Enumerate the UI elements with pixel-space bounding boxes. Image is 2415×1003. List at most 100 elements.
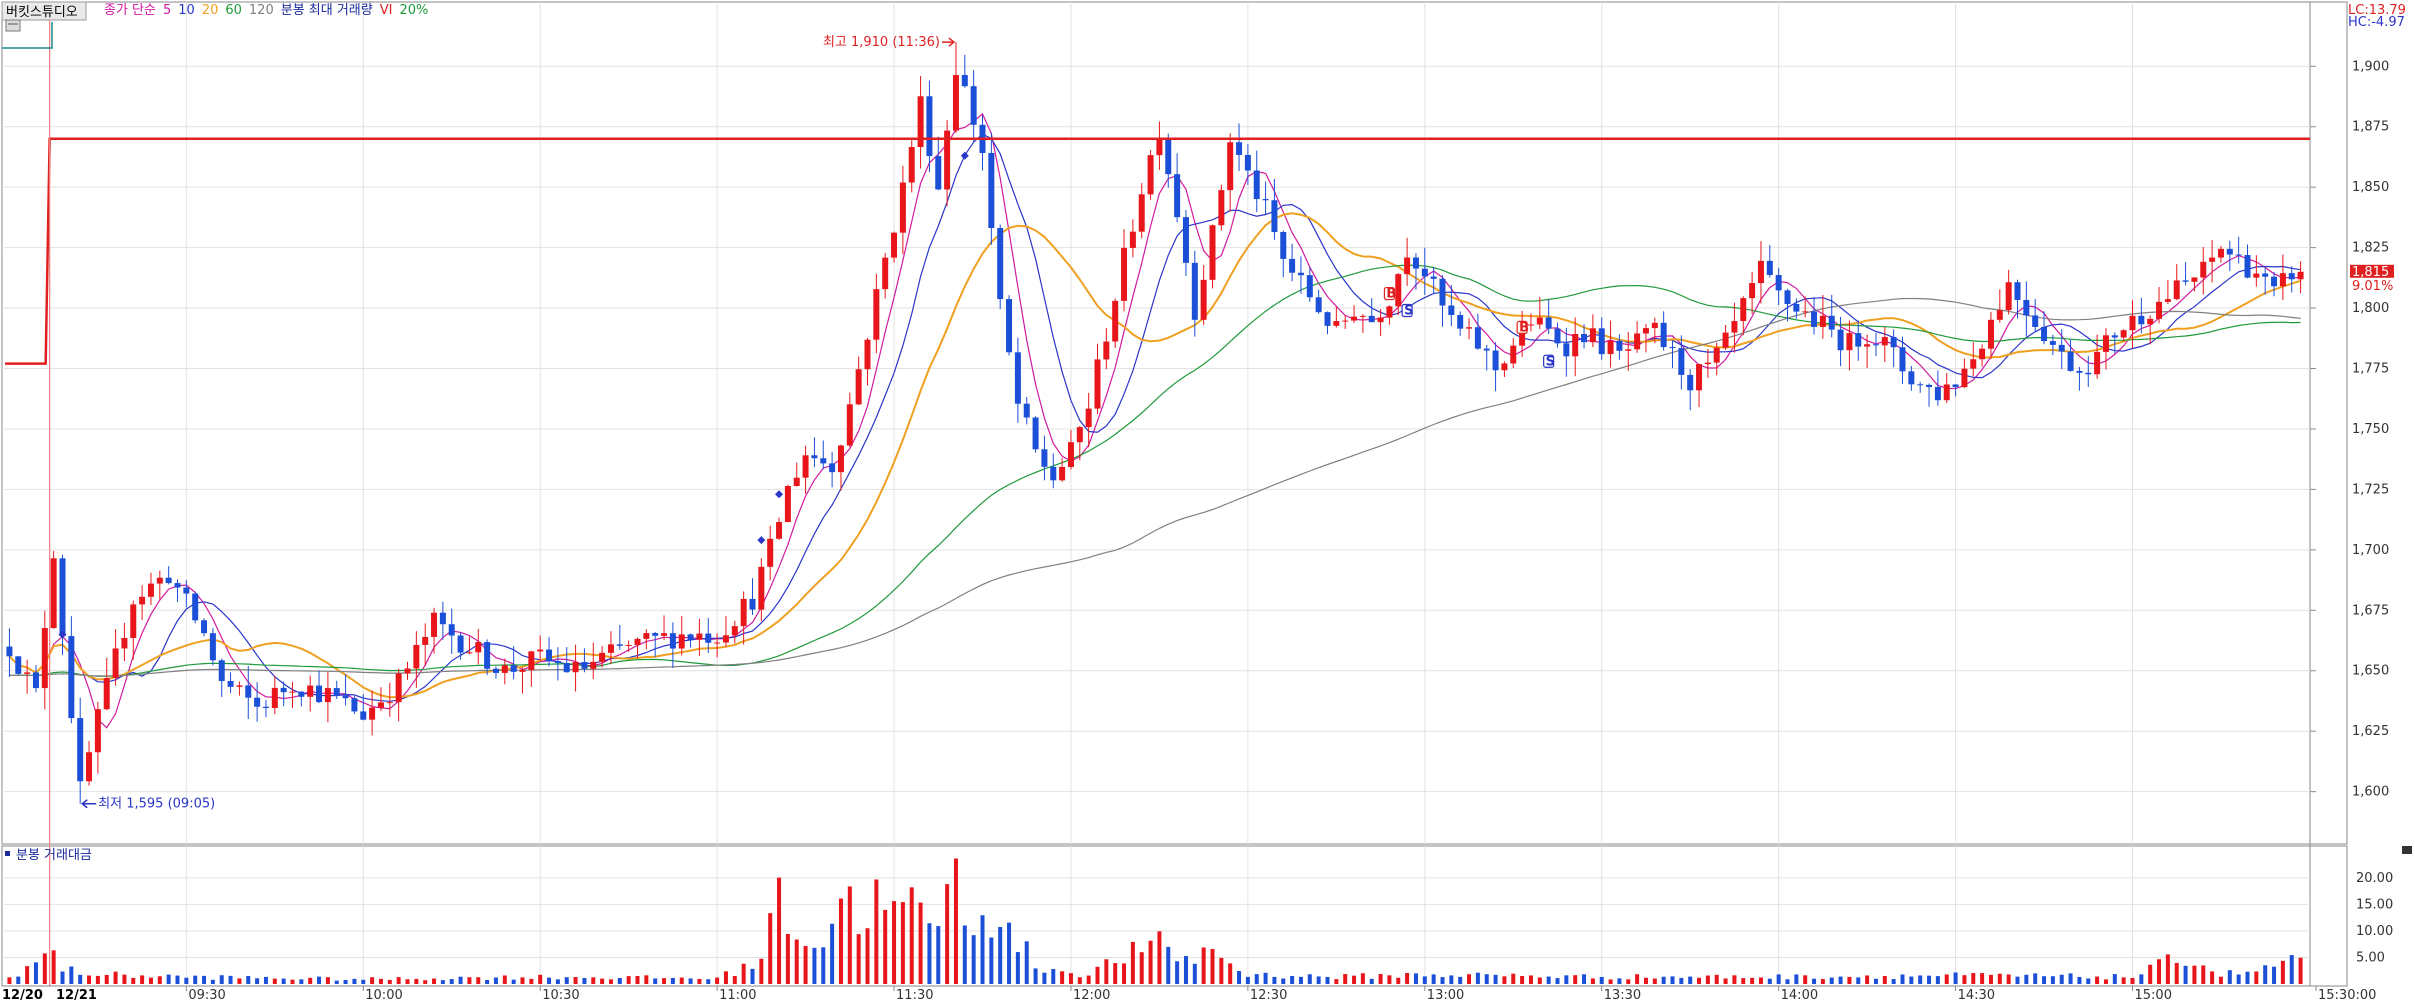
- candle-down: [298, 691, 305, 697]
- candle-up: [855, 369, 862, 405]
- volume-bar: [847, 886, 852, 984]
- time-tick-label: 12:00: [1073, 988, 1110, 1003]
- volume-bar: [1732, 975, 1737, 984]
- candle-down: [2058, 344, 2065, 352]
- candle-down: [174, 583, 181, 588]
- price-tick-label: 1,625: [2352, 724, 2389, 739]
- volume-bar: [1077, 977, 1082, 984]
- volume-pane-bullet: [5, 851, 10, 856]
- volume-bar: [476, 977, 481, 984]
- volume-bar: [1431, 974, 1436, 984]
- candle-down: [2235, 254, 2242, 256]
- candle-down: [77, 718, 84, 782]
- time-axis: 12/20 12/21 09:30 10:00 10:30 11:00 11:30 12:00…: [2, 985, 2376, 1003]
- candle-up: [1112, 300, 1119, 342]
- volume-bar: [449, 979, 454, 984]
- candle-up: [767, 538, 774, 567]
- volume-bar: [2077, 976, 2082, 984]
- volume-bar: [1528, 975, 1533, 984]
- volume-bar: [794, 939, 799, 984]
- candle-down: [6, 646, 13, 657]
- candle-down: [1315, 297, 1322, 313]
- volume-bar: [113, 971, 118, 984]
- legend-item: 120: [249, 3, 274, 18]
- volume-bar: [1210, 949, 1215, 984]
- volume-bar: [830, 923, 835, 984]
- candle-up: [1085, 408, 1092, 428]
- candle-down: [1368, 315, 1375, 323]
- session-low-arrow: [80, 799, 97, 809]
- candle-up: [1377, 317, 1384, 323]
- candle-up: [952, 75, 959, 131]
- volume-bars: [7, 858, 2303, 984]
- volume-bar: [1033, 968, 1038, 984]
- volume-bar: [87, 975, 92, 984]
- volume-bar: [715, 977, 720, 984]
- candle-up: [1147, 155, 1154, 195]
- volume-bar: [1449, 975, 1454, 984]
- candle-up: [1572, 333, 1579, 357]
- candle-up: [1404, 257, 1411, 275]
- candle-up: [1987, 319, 1994, 349]
- candle-down: [1952, 384, 1959, 388]
- candle-down: [227, 681, 234, 687]
- candle-down: [1421, 268, 1428, 277]
- candle-down: [1616, 340, 1623, 351]
- candle-down: [652, 633, 659, 636]
- candle-up: [802, 455, 809, 478]
- volume-bar: [1352, 975, 1357, 984]
- candle-down: [492, 668, 499, 673]
- candle-up: [121, 637, 128, 649]
- candle-down: [1917, 384, 1924, 386]
- volume-bar: [1219, 957, 1224, 984]
- chart-menu-icon[interactable]: [5, 19, 21, 32]
- candle-up: [1740, 298, 1747, 322]
- volume-bar: [1192, 963, 1197, 984]
- volume-bar: [856, 934, 861, 984]
- candle-up: [1757, 260, 1764, 284]
- volume-bar: [414, 978, 419, 984]
- volume-bar: [1988, 974, 1993, 984]
- volume-bar: [42, 953, 47, 984]
- candle-up: [307, 685, 314, 697]
- current-change-text: 9.01%: [2352, 279, 2393, 294]
- candle-up: [2173, 280, 2180, 300]
- volume-bar: [1882, 975, 1887, 984]
- legend-item: 종가 단순: [104, 3, 156, 18]
- trade-marker-box: [1383, 286, 1396, 301]
- candle-up: [519, 670, 526, 672]
- volume-bar: [1873, 978, 1878, 984]
- candle-up: [714, 642, 721, 644]
- volume-bar: [1042, 972, 1047, 984]
- volume-bar: [1369, 978, 1374, 984]
- volume-bar: [122, 974, 127, 984]
- time-tick-label: 15:00: [2135, 988, 2172, 1003]
- candle-down: [1890, 337, 1897, 348]
- symbol-box[interactable]: [1, 1, 87, 21]
- price-tick-label: 1,875: [2352, 120, 2389, 135]
- volume-bar: [246, 975, 251, 984]
- volume-bar: [25, 966, 30, 984]
- volume-bar: [1175, 961, 1180, 984]
- volume-bar: [1316, 976, 1321, 984]
- volume-bar: [741, 963, 746, 984]
- volume-pane-resize-icon[interactable]: [2402, 846, 2412, 854]
- candle-up: [1351, 316, 1358, 321]
- volume-bar: [1767, 978, 1772, 984]
- volume-bar: [1068, 973, 1073, 984]
- candle-up: [634, 638, 641, 645]
- candle-down: [1669, 347, 1676, 349]
- volume-bar: [1272, 976, 1277, 984]
- candle-up: [86, 752, 93, 782]
- signal-diamond: [960, 151, 969, 160]
- time-tick-label: 14:30: [1958, 988, 1995, 1003]
- volume-bar: [2227, 970, 2232, 984]
- candle-down: [1563, 343, 1570, 357]
- price-tick-label: 1,750: [2352, 422, 2389, 437]
- volume-bar: [272, 978, 277, 984]
- volume-bar: [2272, 966, 2277, 984]
- volume-bar: [1122, 963, 1127, 984]
- volume-bar: [591, 977, 596, 984]
- candle-up: [431, 612, 438, 637]
- candle-down: [554, 661, 561, 664]
